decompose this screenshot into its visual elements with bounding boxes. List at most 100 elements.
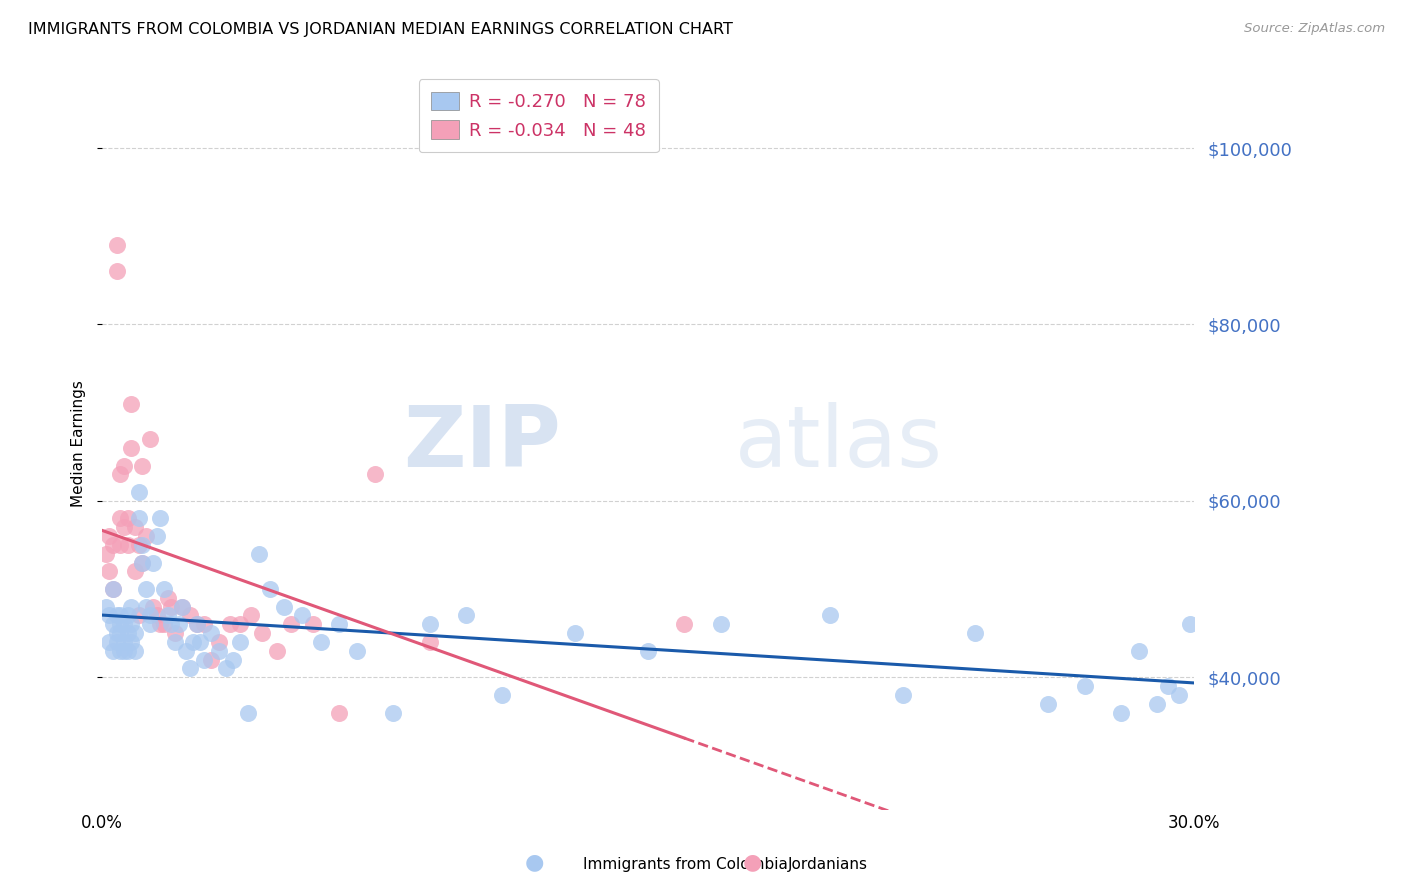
- Text: ●: ●: [524, 853, 544, 872]
- Point: [117, 538, 139, 552]
- Point: [98, 635, 121, 649]
- Point: [124, 626, 146, 640]
- Point: [229, 635, 252, 649]
- Point: [110, 511, 132, 525]
- Point: [328, 706, 350, 720]
- Point: [167, 617, 190, 632]
- Text: ●: ●: [742, 853, 762, 872]
- Point: [110, 626, 132, 640]
- Text: Jordanians: Jordanians: [787, 857, 868, 872]
- Point: [94, 599, 117, 614]
- Point: [364, 467, 387, 482]
- Point: [259, 582, 281, 596]
- Point: [98, 608, 121, 623]
- Point: [564, 626, 586, 640]
- Point: [105, 608, 128, 623]
- Point: [98, 529, 121, 543]
- Point: [186, 617, 208, 632]
- Point: [346, 644, 368, 658]
- Point: [419, 617, 441, 632]
- Point: [208, 635, 231, 649]
- Point: [454, 608, 477, 623]
- Text: Source: ZipAtlas.com: Source: ZipAtlas.com: [1244, 22, 1385, 36]
- Point: [105, 635, 128, 649]
- Text: IMMIGRANTS FROM COLOMBIA VS JORDANIAN MEDIAN EARNINGS CORRELATION CHART: IMMIGRANTS FROM COLOMBIA VS JORDANIAN ME…: [28, 22, 733, 37]
- Point: [135, 582, 157, 596]
- Point: [247, 547, 270, 561]
- Point: [280, 617, 302, 632]
- Point: [156, 608, 179, 623]
- Point: [266, 644, 288, 658]
- Point: [891, 688, 914, 702]
- Point: [124, 565, 146, 579]
- Text: atlas: atlas: [735, 402, 943, 485]
- Point: [222, 652, 245, 666]
- Point: [215, 661, 238, 675]
- Point: [149, 617, 172, 632]
- Point: [131, 458, 153, 473]
- Point: [110, 608, 132, 623]
- Point: [181, 635, 204, 649]
- Point: [117, 511, 139, 525]
- Text: ZIP: ZIP: [404, 402, 561, 485]
- Point: [328, 617, 350, 632]
- Point: [128, 511, 150, 525]
- Point: [120, 441, 142, 455]
- Point: [105, 238, 128, 252]
- Point: [160, 599, 183, 614]
- Point: [156, 591, 179, 605]
- Point: [153, 617, 176, 632]
- Point: [491, 688, 513, 702]
- Point: [120, 599, 142, 614]
- Point: [112, 635, 135, 649]
- Point: [138, 608, 160, 623]
- Point: [112, 617, 135, 632]
- Point: [124, 520, 146, 534]
- Point: [112, 644, 135, 658]
- Point: [153, 582, 176, 596]
- Point: [1109, 706, 1132, 720]
- Point: [120, 397, 142, 411]
- Point: [110, 467, 132, 482]
- Point: [110, 617, 132, 632]
- Point: [120, 617, 142, 632]
- Point: [965, 626, 987, 640]
- Point: [128, 485, 150, 500]
- Point: [105, 626, 128, 640]
- Point: [131, 538, 153, 552]
- Point: [186, 617, 208, 632]
- Point: [193, 617, 215, 632]
- Point: [138, 432, 160, 446]
- Point: [382, 706, 405, 720]
- Point: [1128, 644, 1150, 658]
- Point: [673, 617, 696, 632]
- Point: [135, 599, 157, 614]
- Point: [135, 529, 157, 543]
- Point: [302, 617, 325, 632]
- Point: [252, 626, 274, 640]
- Point: [117, 608, 139, 623]
- Point: [179, 608, 201, 623]
- Point: [1178, 617, 1201, 632]
- Point: [193, 652, 215, 666]
- Point: [1073, 679, 1095, 693]
- Point: [94, 547, 117, 561]
- Point: [163, 626, 186, 640]
- Point: [105, 264, 128, 278]
- Point: [120, 635, 142, 649]
- Point: [637, 644, 659, 658]
- Point: [98, 565, 121, 579]
- Point: [1146, 697, 1168, 711]
- Point: [179, 661, 201, 675]
- Point: [101, 582, 124, 596]
- Point: [200, 626, 222, 640]
- Point: [190, 635, 212, 649]
- Point: [128, 608, 150, 623]
- Point: [112, 520, 135, 534]
- Point: [117, 644, 139, 658]
- Point: [273, 599, 295, 614]
- Point: [110, 644, 132, 658]
- Point: [138, 617, 160, 632]
- Point: [163, 635, 186, 649]
- Point: [128, 538, 150, 552]
